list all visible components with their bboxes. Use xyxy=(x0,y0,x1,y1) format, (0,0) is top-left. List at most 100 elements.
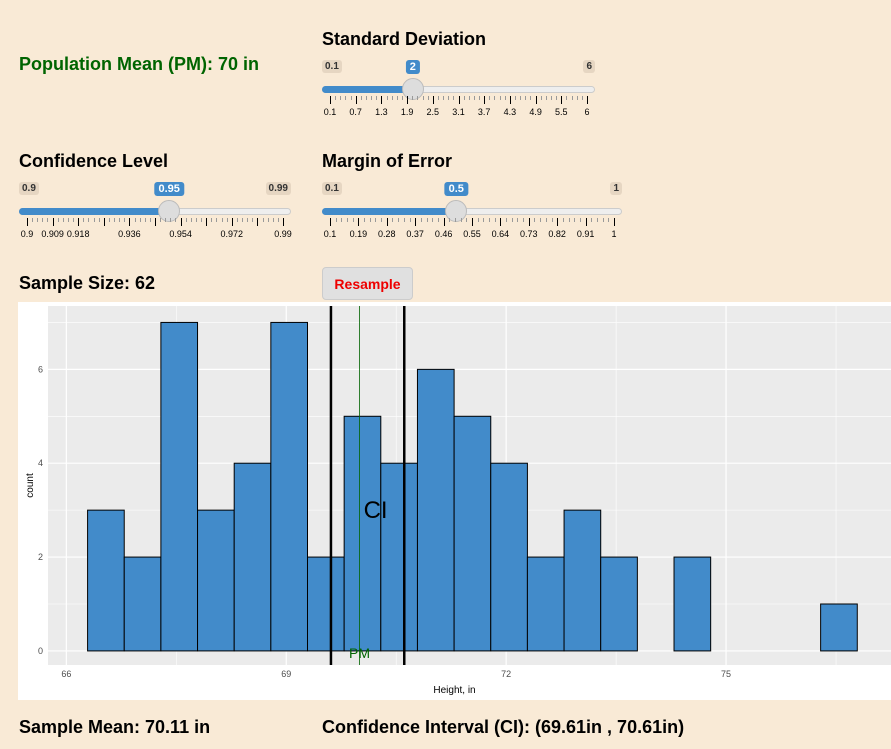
slider-minor-tick xyxy=(437,218,439,222)
slider-minor-tick xyxy=(195,218,197,222)
histogram-bar xyxy=(197,509,235,652)
slider-minor-tick xyxy=(499,96,501,100)
slider-minor-tick xyxy=(494,218,496,222)
y-tick-label: 4 xyxy=(38,458,43,468)
slider-major-tick xyxy=(155,218,156,226)
y-tick-label: 0 xyxy=(38,646,43,656)
slider-minor-tick xyxy=(37,218,39,222)
slider-minor-tick xyxy=(545,218,547,222)
slider-minor-tick xyxy=(108,218,110,222)
slider-minor-tick xyxy=(427,96,429,100)
slider-minor-tick xyxy=(211,218,213,222)
slider-major-tick xyxy=(103,218,105,226)
slider-minor-tick xyxy=(562,218,564,222)
slider-minor-tick xyxy=(335,218,337,222)
confidence-level-slider[interactable]: 0.9 0.99 0.95 0.9 0.909 0.918 0.936 0.954 0.972 0… xyxy=(19,182,292,242)
slider-handle[interactable] xyxy=(158,200,181,222)
slider-tick-label: 0.7 xyxy=(349,107,362,117)
slider-major-tick xyxy=(231,218,233,226)
slider-minor-tick xyxy=(556,96,558,100)
confidence-level-title: Confidence Level xyxy=(19,151,169,171)
slider-minor-tick xyxy=(511,218,513,222)
histogram-bar xyxy=(673,556,712,652)
slider-major-tick xyxy=(52,218,54,226)
x-axis-label: Height, in xyxy=(433,685,475,696)
slider-minor-tick xyxy=(185,218,187,222)
slider-major-tick xyxy=(500,218,502,226)
slider-minor-tick xyxy=(124,218,126,222)
slider-tick-label: 3.7 xyxy=(477,107,491,117)
slider-minor-tick xyxy=(489,96,491,100)
slider-minor-tick xyxy=(489,218,491,222)
slider-fill xyxy=(19,208,170,215)
y-tick-label: 2 xyxy=(38,552,43,562)
slider-tick-label: 0.64 xyxy=(491,229,510,239)
slider-minor-tick xyxy=(401,96,403,100)
slider-tick-label: 0.954 xyxy=(169,229,192,239)
sd-slider[interactable]: 0.1 6 2 0.1 0.7 1.3 1.9 2.5 3.1 3.7 4.3 4.9 5.5 6 xyxy=(322,60,595,120)
slider-minor-tick xyxy=(466,218,468,222)
slider-major-tick xyxy=(528,218,530,226)
sd-title: Standard Deviation xyxy=(322,29,487,49)
slider-minor-tick xyxy=(422,96,424,100)
slider-tick-label: 0.55 xyxy=(463,229,481,239)
slider-minor-tick xyxy=(576,96,578,100)
histogram-bar xyxy=(343,415,382,652)
x-tick-label: 75 xyxy=(721,669,731,679)
slider-major-tick xyxy=(330,96,331,104)
slider-minor-tick xyxy=(236,218,238,222)
slider-minor-tick xyxy=(581,96,583,100)
histogram-bar xyxy=(600,556,638,652)
slider-minor-tick xyxy=(262,218,264,222)
sample-size-label: Sample Size: 62 xyxy=(19,273,156,293)
slider-minor-tick xyxy=(494,96,496,100)
slider-minor-tick xyxy=(551,96,553,100)
slider-tick-label: 0.918 xyxy=(66,229,90,239)
slider-minor-tick xyxy=(340,96,342,100)
x-tick-label: 72 xyxy=(501,669,511,679)
slider-minor-tick xyxy=(409,218,411,222)
slider-major-tick xyxy=(458,96,460,104)
slider-minor-tick xyxy=(571,96,573,100)
slider-fill xyxy=(322,86,413,93)
slider-major-tick xyxy=(358,218,360,226)
slider-minor-tick xyxy=(32,218,34,222)
slider-tick-label: 0.91 xyxy=(576,229,595,239)
resample-button[interactable]: Resample xyxy=(322,267,413,300)
slider-minor-tick xyxy=(448,96,450,100)
slider-minor-tick xyxy=(468,96,470,100)
slider-major-tick xyxy=(407,96,409,104)
margin-of-error-slider[interactable]: 0.1 1 0.5 0.1 0.19 0.28 0.37 0.46 0.55 0.64 0.73 0.… xyxy=(322,182,622,242)
slider-minor-tick xyxy=(437,96,439,100)
confidence-interval-label: Confidence Interval (CI): (69.61in , 70.… xyxy=(322,717,685,737)
histogram-bar xyxy=(87,509,125,652)
slider-major-tick xyxy=(585,218,587,226)
slider-minor-tick xyxy=(391,96,393,100)
slider-major-tick xyxy=(587,96,588,104)
slider-minor-tick xyxy=(534,218,536,222)
slider-minor-tick xyxy=(93,218,95,222)
slider-handle[interactable] xyxy=(445,200,468,222)
slider-minor-tick xyxy=(417,96,419,100)
slider-minor-tick xyxy=(515,96,517,100)
slider-minor-tick xyxy=(365,96,367,100)
slider-minor-tick xyxy=(175,218,177,222)
slider-minor-tick xyxy=(335,96,337,100)
slider-tick-label: 0.37 xyxy=(406,229,424,239)
slider-minor-tick xyxy=(392,218,394,222)
slider-minor-tick xyxy=(149,218,151,222)
slider-minor-tick xyxy=(525,96,527,100)
slider-major-tick xyxy=(557,218,559,226)
slider-minor-tick xyxy=(62,218,64,222)
slider-minor-tick xyxy=(134,218,136,222)
slider-minor-tick xyxy=(160,218,162,222)
slider-minor-tick xyxy=(602,218,604,222)
slider-value-label: 0.95 xyxy=(154,182,184,196)
slider-minor-tick xyxy=(545,96,547,100)
slider-major-tick xyxy=(27,218,28,226)
slider-major-tick xyxy=(283,218,284,226)
slider-minor-tick xyxy=(520,96,522,100)
x-tick-label: 66 xyxy=(61,669,71,679)
histogram-bar xyxy=(563,509,602,652)
